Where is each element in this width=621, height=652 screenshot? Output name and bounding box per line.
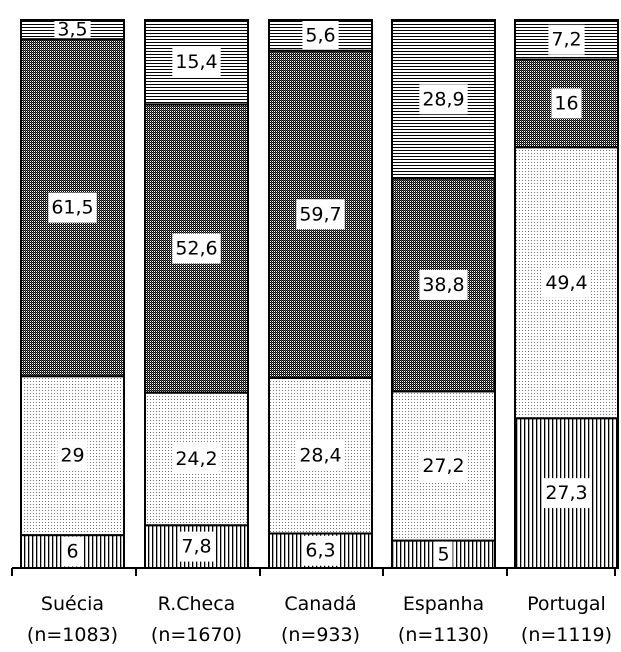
data-label: 38,8 (422, 274, 464, 296)
x-axis: Suécia (n=1083) R.Checa (n=1670) Canadá (n=93… (11, 567, 616, 646)
data-label: 28,4 (299, 445, 341, 467)
data-label-box (296, 440, 345, 471)
data-label-box (542, 478, 591, 509)
data-label-box (296, 199, 345, 230)
data-label-box (172, 233, 221, 264)
bars-layer (20, 19, 619, 570)
data-label-box (548, 24, 585, 55)
data-label: 15,4 (175, 51, 217, 73)
data-label-box (48, 192, 97, 223)
data-label: 59,7 (299, 203, 341, 225)
x-tick-label: R.Checa (158, 593, 236, 615)
data-label: 52,6 (175, 238, 217, 260)
data-label: 61,5 (51, 197, 93, 219)
data-label-box (302, 21, 339, 50)
x-tick-label: Espanha (403, 593, 484, 615)
data-label-box (419, 84, 468, 115)
data-label-box (172, 47, 221, 78)
data-label: 5 (437, 543, 449, 565)
data-label-box (57, 440, 88, 471)
x-tick-sample-size: (n=1670) (151, 624, 242, 646)
data-label-box (302, 535, 339, 566)
data-label: 29 (60, 445, 84, 467)
x-tick-sample-size: (n=1083) (27, 624, 118, 646)
x-tick-label: Portugal (527, 593, 606, 615)
data-label-box (551, 88, 582, 119)
value-labels-layer: 6 29 61,5 3,5 7,8 24,2 52,6 15,4 6,3 28,4 59,7 5,6 5… (48, 19, 591, 567)
data-label: 5,6 (305, 24, 335, 46)
data-label: 16 (554, 92, 578, 114)
data-label: 24,2 (175, 448, 217, 470)
data-label-box (54, 21, 91, 39)
data-label: 7,8 (181, 536, 211, 558)
data-label: 6,3 (305, 540, 335, 562)
data-label-box (63, 536, 82, 567)
data-label: 3,5 (57, 19, 87, 41)
data-label: 6 (66, 541, 78, 563)
data-label-box (172, 443, 221, 474)
data-label-box (419, 450, 468, 481)
data-label: 28,9 (422, 88, 464, 110)
data-label-box (542, 267, 591, 298)
data-label-box (419, 269, 468, 300)
x-tick-label: Suécia (41, 593, 104, 615)
data-label: 7,2 (551, 29, 581, 51)
x-tick-sample-size: (n=1130) (398, 624, 489, 646)
data-label: 27,2 (422, 455, 464, 477)
data-label: 27,3 (545, 482, 587, 504)
x-tick-sample-size: (n=1119) (521, 624, 612, 646)
x-tick-sample-size: (n=933) (281, 624, 360, 646)
data-label: 49,4 (545, 272, 587, 294)
data-label-box (434, 541, 453, 567)
data-label-box (178, 531, 215, 562)
x-tick-label: Canadá (284, 593, 356, 615)
